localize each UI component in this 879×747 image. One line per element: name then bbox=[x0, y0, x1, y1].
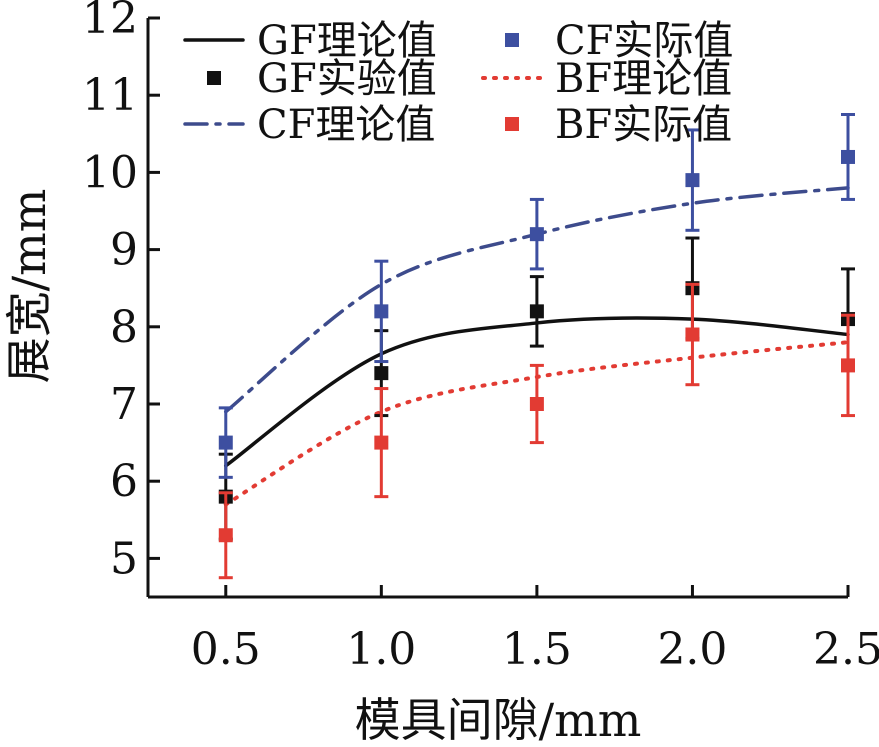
data-point-BF实际值 bbox=[374, 387, 389, 499]
marker-square bbox=[841, 149, 855, 164]
legend: GF理论值 CF实际值 GF实验值 BF理论值 CF理论值 BF实际值 bbox=[183, 18, 733, 148]
marker-square bbox=[218, 435, 233, 450]
data-point-BF实际值 bbox=[218, 491, 233, 580]
x-tick-label: 1.5 bbox=[502, 624, 572, 675]
y-tick-label: 8 bbox=[110, 302, 138, 353]
marker-square bbox=[685, 173, 700, 188]
marker-square bbox=[218, 528, 233, 543]
legend-marker-swatch bbox=[505, 117, 519, 131]
legend-entry-GF理论值: GF理论值 bbox=[183, 18, 437, 64]
marker-square bbox=[841, 358, 855, 373]
data-point-CF实际值 bbox=[218, 406, 233, 479]
legend-label: BF理论值 bbox=[555, 56, 732, 102]
marker-square bbox=[374, 366, 389, 381]
data-point-CF实际值 bbox=[841, 113, 855, 201]
data-point-BF实际值 bbox=[529, 363, 544, 445]
data-point-CF实际值 bbox=[374, 259, 389, 364]
marker-square bbox=[529, 227, 544, 242]
marker-square bbox=[685, 327, 700, 342]
y-tick-label: 11 bbox=[82, 70, 138, 121]
y-tick-label: 5 bbox=[110, 533, 138, 584]
y-tick-label: 6 bbox=[110, 456, 138, 507]
series-points bbox=[218, 113, 855, 580]
legend-label: CF理论值 bbox=[257, 102, 435, 148]
legend-marker-swatch bbox=[207, 71, 221, 85]
legend-entry-BF理论值: BF理论值 bbox=[481, 56, 732, 102]
y-tick-label: 9 bbox=[110, 225, 138, 276]
y-tick-label: 7 bbox=[110, 379, 138, 430]
marker-square bbox=[374, 304, 389, 319]
x-tick-label: 1.0 bbox=[346, 624, 416, 675]
legend-label: GF理论值 bbox=[257, 18, 437, 64]
data-point-GF实验值 bbox=[529, 275, 544, 348]
legend-entry-CF实际值: CF实际值 bbox=[505, 18, 733, 64]
data-point-BF实际值 bbox=[685, 282, 700, 387]
y-tick-label: 12 bbox=[82, 0, 138, 44]
y-tick-label: 10 bbox=[82, 147, 138, 198]
legend-label: CF实际值 bbox=[555, 18, 733, 64]
data-point-CF实际值 bbox=[529, 197, 544, 271]
marker-square bbox=[529, 304, 544, 319]
x-tick-label: 2.5 bbox=[813, 624, 879, 675]
legend-label: BF实际值 bbox=[555, 102, 732, 148]
legend-entry-BF实际值: BF实际值 bbox=[505, 102, 732, 148]
x-axis-title: 模具间隙/mm bbox=[355, 693, 642, 747]
x-tick-label: 2.0 bbox=[657, 624, 727, 675]
data-point-CF实际值 bbox=[685, 128, 700, 232]
marker-square bbox=[374, 435, 389, 450]
legend-entry-GF实验值: GF实验值 bbox=[207, 56, 437, 102]
axes: 5 6 7 8 9 10 11 12 0.5 1.0 1.5 2.0 2.5 bbox=[82, 0, 879, 675]
legend-label: GF实验值 bbox=[257, 56, 437, 102]
legend-marker-swatch bbox=[505, 33, 519, 47]
x-tick-label: 0.5 bbox=[191, 624, 261, 675]
y-axis-title: 展宽/mm bbox=[2, 189, 56, 384]
legend-entry-CF理论值: CF理论值 bbox=[183, 102, 435, 148]
data-point-BF实际值 bbox=[841, 313, 855, 418]
marker-square bbox=[529, 397, 544, 411]
